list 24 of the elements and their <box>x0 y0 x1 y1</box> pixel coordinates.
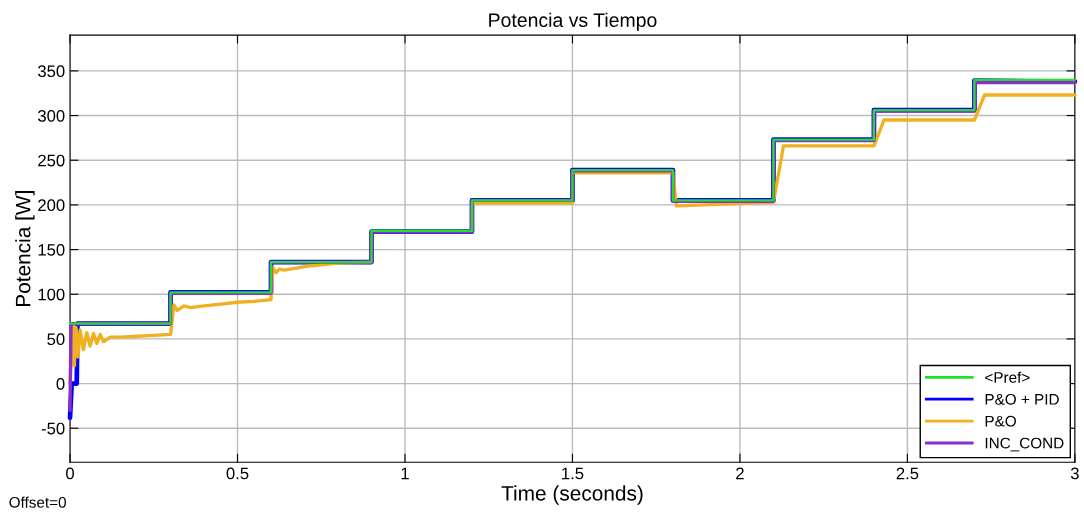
y-tick-label: 200 <box>38 199 65 212</box>
x-tick-label: 2 <box>736 467 744 480</box>
x-tick-label: 1 <box>401 467 409 480</box>
y-axis-title: Potencia [W] <box>15 191 35 307</box>
x-tick-label: 0.5 <box>226 467 249 480</box>
x-tick-label: 3 <box>1070 467 1079 480</box>
y-tick-label: -50 <box>41 422 65 435</box>
y-tick-label: 150 <box>38 243 65 256</box>
legend-label: P&O + PID <box>985 393 1059 405</box>
x-tick-label: 2.5 <box>896 467 919 480</box>
y-tick-label: 300 <box>38 109 65 122</box>
y-tick-label: 0 <box>56 377 65 390</box>
y-tick-label: 250 <box>38 154 65 167</box>
x-axis-title: Time (seconds) <box>501 485 643 505</box>
y-tick-label: 350 <box>38 65 65 78</box>
text: Offset=0 <box>9 496 66 508</box>
y-tick-label: 100 <box>38 288 65 301</box>
chart-title: Potencia vs Tiempo <box>489 12 657 31</box>
legend-label: P&O <box>985 415 1016 427</box>
legend-label: INC_COND <box>985 437 1064 452</box>
legend-label: <Pref> <box>985 371 1030 383</box>
x-tick-label: 1.5 <box>562 467 584 480</box>
y-tick-label: 50 <box>47 333 65 346</box>
x-tick-label: 0 <box>66 467 75 480</box>
